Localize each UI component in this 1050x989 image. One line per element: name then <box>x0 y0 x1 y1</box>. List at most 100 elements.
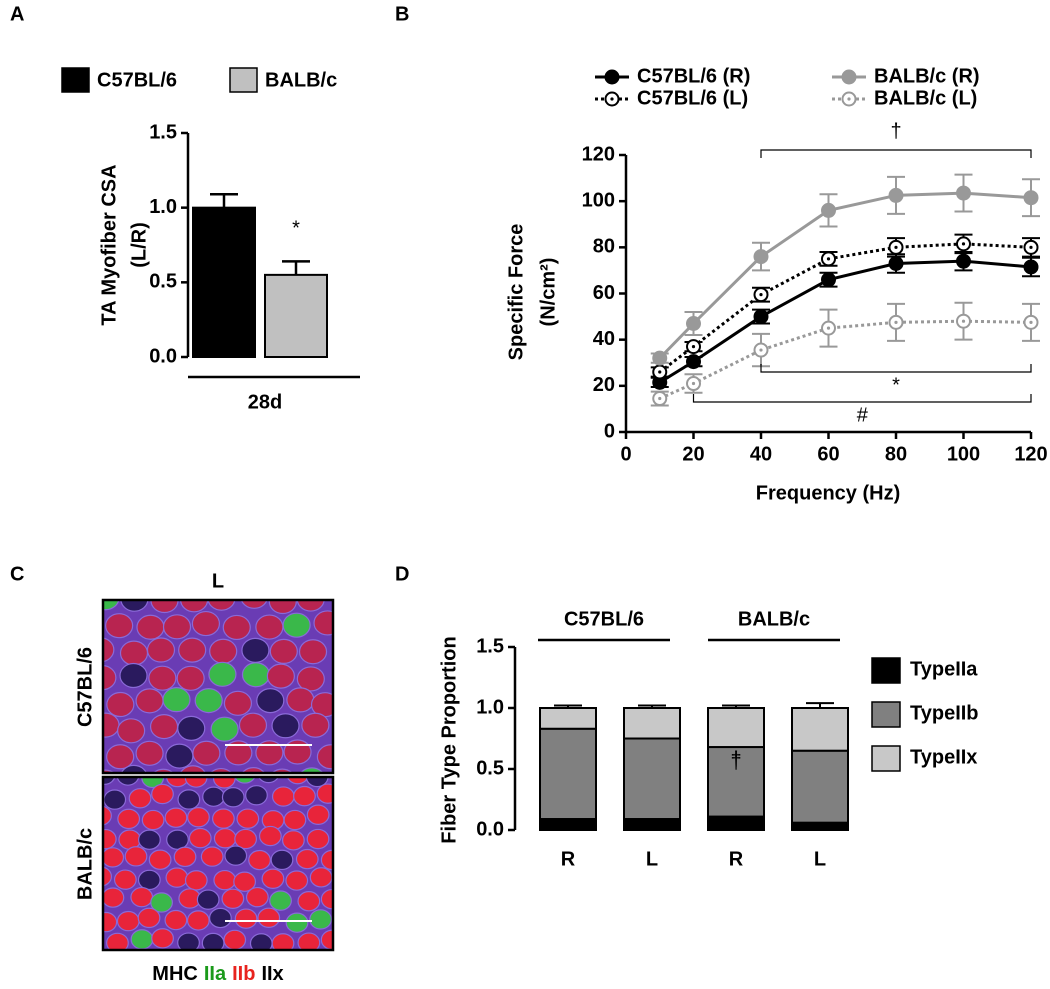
fiber <box>177 932 200 950</box>
fiber <box>138 829 161 850</box>
fiber <box>234 777 256 784</box>
fiber <box>166 829 189 850</box>
fiber <box>238 712 268 738</box>
x-tick-label: 100 <box>947 443 980 465</box>
fiber <box>266 663 295 689</box>
y-tick-label: 0.5 <box>476 757 504 779</box>
y-tick-label: 60 <box>593 282 615 304</box>
fiber <box>177 715 206 741</box>
fiber <box>202 786 225 807</box>
fiber <box>316 783 333 804</box>
fiber <box>257 907 281 928</box>
legend-marker-center <box>847 97 851 101</box>
micrograph-frame <box>101 598 335 775</box>
bracket <box>692 394 1032 403</box>
fiber <box>165 743 194 769</box>
y-tick-label: 100 <box>582 189 615 211</box>
bar-segment <box>539 727 597 821</box>
point-center <box>1029 245 1033 249</box>
legend-label: C57BL/6 (R) <box>637 65 750 87</box>
bracket-label: * <box>892 374 900 396</box>
legend-label: BALB/c (L) <box>874 87 977 109</box>
point <box>1023 190 1039 206</box>
bracket <box>760 149 1032 158</box>
point-center <box>961 319 966 323</box>
legend-swatch <box>871 701 901 728</box>
fiber <box>301 712 330 738</box>
bar-segment <box>791 749 849 824</box>
y-tick-label: 40 <box>593 328 615 350</box>
column-label: L <box>212 570 224 592</box>
row-label: C57BL/6 <box>74 647 96 727</box>
fiber <box>117 808 141 830</box>
point <box>686 354 701 370</box>
bar-segment <box>623 707 681 740</box>
fiber <box>192 740 221 766</box>
group-label: BALB/c <box>738 608 810 630</box>
fiber <box>136 614 165 640</box>
fiber <box>103 866 112 887</box>
fiber <box>241 662 271 688</box>
fiber <box>119 662 148 689</box>
fiber <box>106 691 135 718</box>
y-axis-label: Specific Force <box>505 224 527 361</box>
fiber <box>296 666 325 692</box>
fiber <box>257 777 280 784</box>
fiber <box>207 600 236 611</box>
fiber <box>184 870 208 891</box>
fiber <box>194 687 223 714</box>
fiber <box>234 828 258 850</box>
x-tick-label: L <box>646 848 658 870</box>
group-label: C57BL/6 <box>564 608 644 630</box>
point-center <box>961 242 966 246</box>
fiber <box>298 639 328 665</box>
fiber <box>135 740 164 766</box>
fiber <box>299 767 324 773</box>
fiber <box>306 804 330 825</box>
fiber <box>295 848 319 870</box>
fiber <box>120 764 148 773</box>
bracket-label: † <box>890 120 901 142</box>
fiber <box>186 910 210 931</box>
y-axis-label: Fiber Type Proportion <box>438 636 460 843</box>
x-axis-label: Frequency (Hz) <box>756 482 900 504</box>
y-tick-label: 1.0 <box>149 196 177 218</box>
y-tick-label: 1.5 <box>476 635 504 657</box>
fiber <box>130 886 154 908</box>
fiber <box>179 765 206 773</box>
significance-mark: † <box>730 751 741 773</box>
fiber <box>281 830 305 851</box>
legend-marker <box>604 69 620 85</box>
fiber <box>149 713 179 740</box>
fiber <box>103 600 120 611</box>
fiber <box>309 867 333 888</box>
fiber <box>105 613 134 639</box>
fiber <box>165 867 189 888</box>
y-tick-label: 0 <box>604 420 615 442</box>
fiber <box>213 828 237 849</box>
significance-mark: † <box>730 748 741 770</box>
point-center <box>759 348 763 352</box>
y-tick-label: 0.5 <box>149 271 177 293</box>
y-tick-label: 80 <box>593 236 615 258</box>
significance-mark: * <box>292 218 300 240</box>
fiber <box>269 890 292 911</box>
fiber <box>188 827 212 849</box>
fiber <box>116 910 140 932</box>
fiber <box>208 907 232 929</box>
panel-letter: D <box>395 563 409 585</box>
point <box>956 185 971 201</box>
legend-swatch <box>871 657 901 684</box>
fiber <box>285 912 309 933</box>
fiber <box>103 887 125 908</box>
bracket-label: # <box>857 404 869 426</box>
fiber <box>137 907 161 929</box>
fiber <box>200 846 224 867</box>
fiber <box>103 828 117 850</box>
point-center <box>1029 320 1033 324</box>
fiber <box>106 744 135 770</box>
fiber <box>148 665 177 691</box>
fiber <box>106 932 129 950</box>
fiber <box>213 869 237 891</box>
